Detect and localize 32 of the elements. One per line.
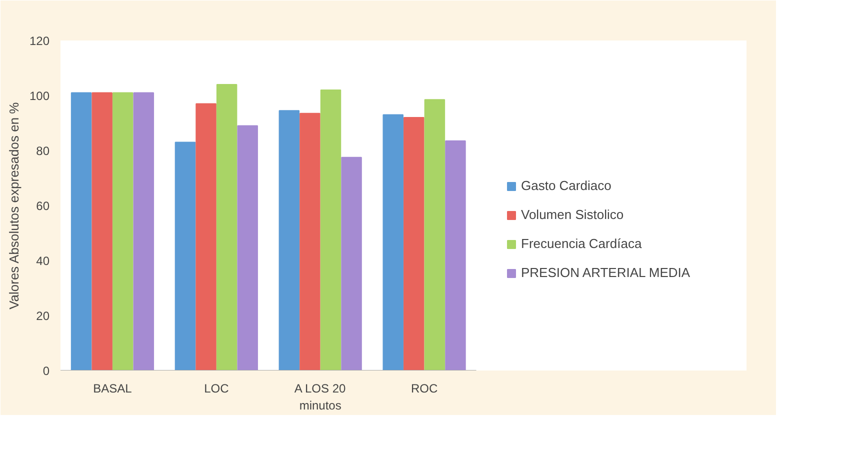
y-tick-label: 120 bbox=[29, 34, 50, 48]
bar bbox=[320, 90, 342, 370]
bar bbox=[92, 92, 112, 370]
y-tick-label: 40 bbox=[36, 254, 50, 268]
bar bbox=[174, 142, 196, 370]
x-tick-label: ROC bbox=[410, 382, 438, 396]
bar bbox=[112, 92, 134, 370]
y-tick-label: 0 bbox=[42, 364, 50, 378]
y-tick-label: 100 bbox=[29, 89, 50, 103]
bar bbox=[278, 110, 300, 370]
legend-label: Frecuencia Cardíaca bbox=[521, 236, 642, 251]
x-tick-label: BASAL bbox=[93, 382, 132, 396]
legend-label: Volumen Sistolico bbox=[521, 207, 624, 222]
x-tick-label: LOC bbox=[204, 382, 230, 396]
x-tick-label: A LOS 20 minutos bbox=[294, 382, 346, 412]
bar bbox=[70, 92, 92, 370]
bar bbox=[133, 92, 154, 370]
bar bbox=[382, 114, 404, 370]
bar bbox=[341, 156, 362, 370]
bar bbox=[216, 84, 238, 370]
y-tick-label: 80 bbox=[36, 144, 50, 158]
legend-label: PRESION ARTERIAL MEDIA bbox=[521, 265, 690, 280]
bar bbox=[424, 99, 446, 370]
bar bbox=[237, 125, 258, 370]
bar bbox=[300, 112, 320, 370]
y-tick-label: 20 bbox=[36, 309, 50, 323]
legend-label: Gasto Cardiaco bbox=[521, 178, 612, 193]
bar bbox=[445, 140, 466, 370]
bar bbox=[404, 117, 424, 370]
bar bbox=[196, 103, 216, 370]
y-tick-label: 60 bbox=[36, 199, 50, 213]
y-axis-title: Valores Absolutos expresados en % bbox=[6, 102, 22, 310]
